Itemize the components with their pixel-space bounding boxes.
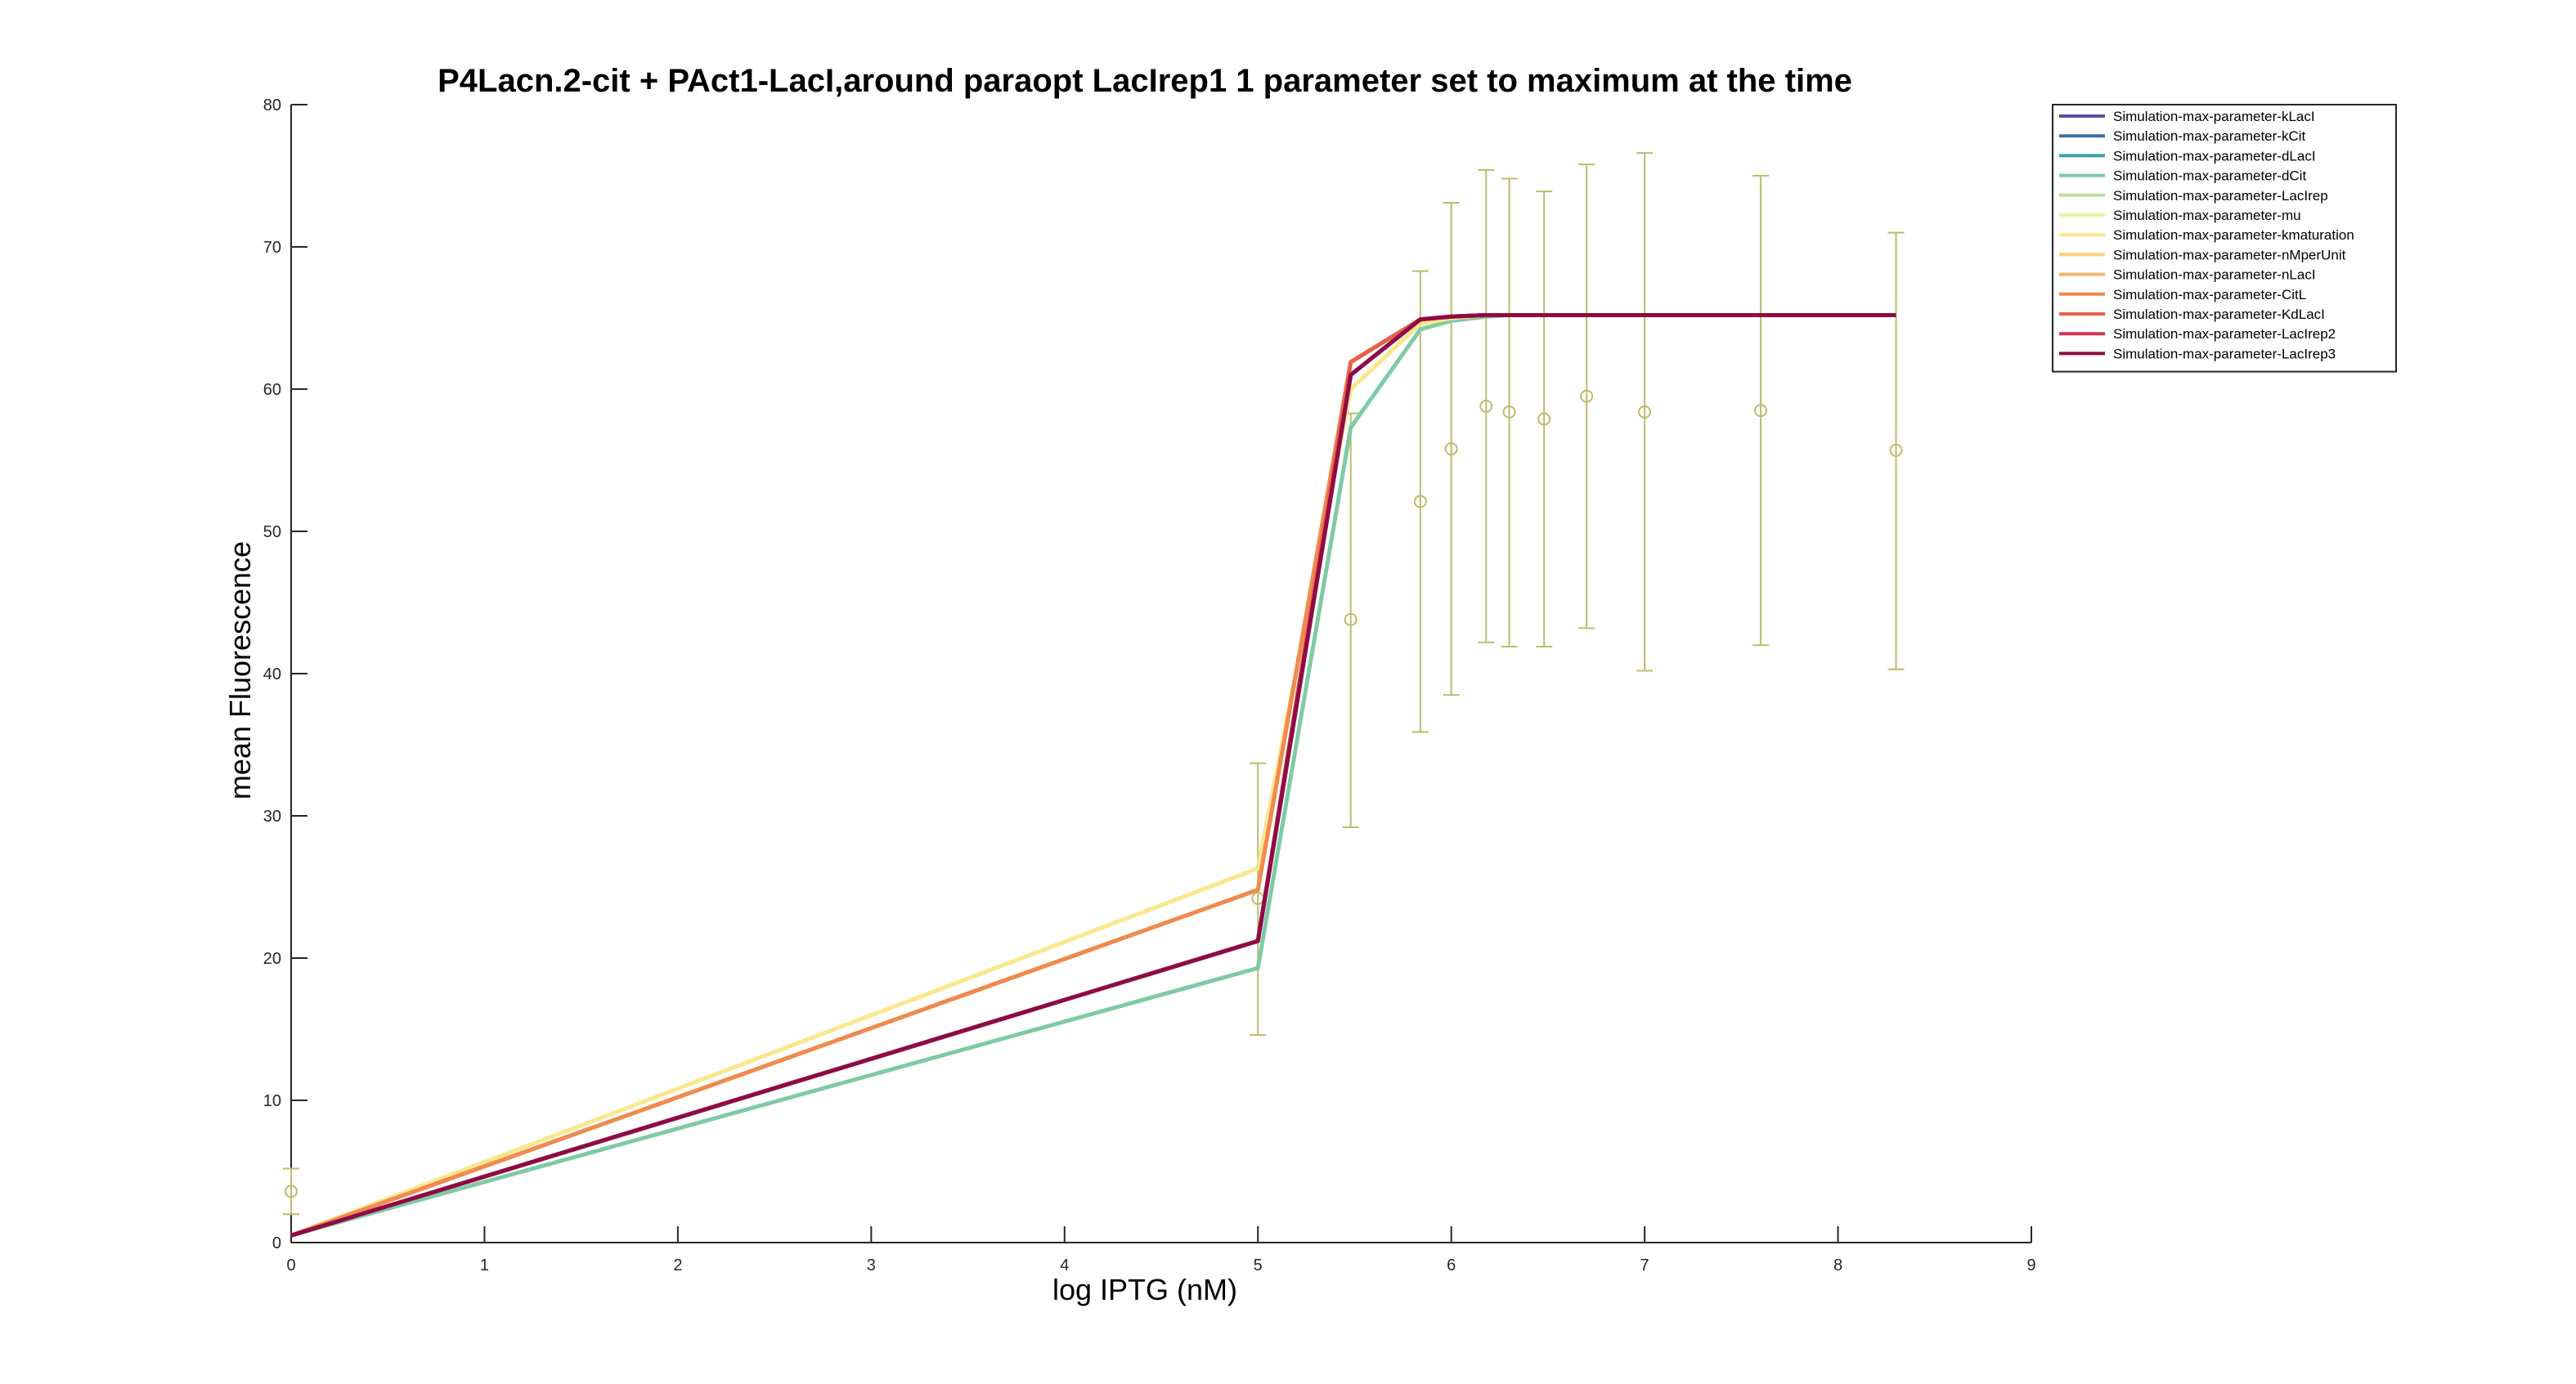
x-axis-label: log IPTG (nM) bbox=[1052, 1273, 1237, 1306]
data-point bbox=[1502, 405, 1516, 419]
data-point bbox=[1444, 442, 1458, 456]
series-line bbox=[290, 313, 1896, 1238]
y-tick-label: 70 bbox=[263, 239, 281, 257]
series-line bbox=[290, 313, 1896, 1238]
y-tick-label: 50 bbox=[263, 523, 281, 541]
series-line bbox=[290, 313, 1896, 1238]
data-point bbox=[1580, 389, 1594, 403]
x-tick-label: 6 bbox=[1447, 1256, 1456, 1274]
y-tick-label: 10 bbox=[263, 1092, 281, 1110]
legend-entry: Simulation-max-parameter-CitL bbox=[2113, 287, 2306, 302]
legend-entry: Simulation-max-parameter-dLacI bbox=[2113, 148, 2316, 163]
legend-box bbox=[2052, 104, 2397, 373]
series-line bbox=[290, 313, 1896, 1238]
legend-entry: Simulation-max-parameter-kLacI bbox=[2113, 109, 2315, 124]
simulation-lines bbox=[290, 313, 1896, 1238]
legend-entry: Simulation-max-parameter-dCit bbox=[2113, 168, 2306, 184]
y-axis-label: mean Fluorescence bbox=[223, 541, 257, 799]
y-tick-label: 60 bbox=[263, 381, 281, 399]
data-point bbox=[1344, 612, 1358, 626]
legend-entry: Simulation-max-parameter-kmaturation bbox=[2113, 227, 2354, 243]
legend-entry: Simulation-max-parameter-LacIrep3 bbox=[2113, 346, 2336, 361]
legend-entry: Simulation-max-parameter-nLacI bbox=[2113, 267, 2316, 283]
x-tick-label: 1 bbox=[480, 1256, 489, 1274]
y-tick-label: 20 bbox=[263, 950, 281, 968]
chart-title: P4Lacn.2-cit + PAct1-LacI,around paraopt… bbox=[438, 63, 1852, 99]
series-line bbox=[290, 313, 1896, 1238]
data-point bbox=[1479, 399, 1493, 413]
y-tick-label: 80 bbox=[263, 96, 281, 114]
legend-entry: Simulation-max-parameter-LacIrep bbox=[2113, 188, 2328, 204]
series-line bbox=[290, 313, 1896, 1238]
x-tick-label: 2 bbox=[673, 1256, 682, 1274]
x-tick-label: 8 bbox=[1833, 1256, 1842, 1274]
x-tick-label: 9 bbox=[2026, 1256, 2035, 1274]
legend-entry: Simulation-max-parameter-nMperUnit bbox=[2113, 247, 2346, 262]
series-line bbox=[290, 313, 1896, 1238]
legend: Simulation-max-parameter-kLacI Simulation… bbox=[2052, 104, 2397, 373]
data-point bbox=[1413, 495, 1427, 508]
y-tick-label: 30 bbox=[263, 808, 281, 826]
x-tick-label: 4 bbox=[1060, 1256, 1069, 1274]
x-tick-label: 3 bbox=[867, 1256, 876, 1274]
data-point bbox=[1537, 412, 1551, 426]
experimental-data bbox=[283, 152, 1905, 1216]
axes: 0 1 2 3 4 5 6 7 8 9 0 10 20 30 40 50 60 70 80 bbox=[263, 96, 2036, 1274]
data-point bbox=[1638, 405, 1652, 419]
x-tick-label: 7 bbox=[1640, 1256, 1649, 1274]
series-line bbox=[290, 313, 1896, 1238]
series-line bbox=[290, 313, 1896, 1238]
series-line bbox=[290, 313, 1896, 1238]
x-tick-label: 0 bbox=[286, 1256, 295, 1274]
series-line bbox=[290, 313, 1896, 1238]
y-tick-label: 40 bbox=[263, 665, 281, 683]
data-point bbox=[285, 1185, 298, 1198]
legend-entry: Simulation-max-parameter-KdLacI bbox=[2113, 307, 2325, 322]
series-line bbox=[290, 313, 1896, 1238]
legend-entry: Simulation-max-parameter-kCit bbox=[2113, 128, 2306, 144]
legend-entry: Simulation-max-parameter-LacIrep2 bbox=[2113, 326, 2336, 342]
legend-entry: Simulation-max-parameter-mu bbox=[2113, 208, 2301, 223]
x-tick-label: 5 bbox=[1254, 1256, 1263, 1274]
y-tick-label: 0 bbox=[272, 1234, 281, 1252]
data-point bbox=[1889, 443, 1903, 457]
data-point bbox=[1753, 404, 1767, 418]
series-line bbox=[290, 313, 1896, 1238]
